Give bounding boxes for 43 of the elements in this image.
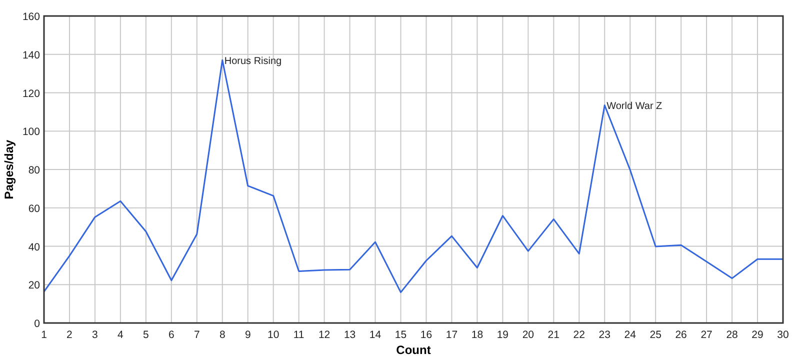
- x-tick-label: 3: [92, 329, 98, 341]
- y-tick-label: 60: [28, 202, 40, 215]
- x-tick-label: 4: [118, 329, 124, 341]
- x-tick-label: 2: [66, 329, 73, 341]
- x-tick-label: 16: [420, 329, 432, 341]
- x-tick-label: 17: [446, 329, 458, 341]
- x-tick-label: 6: [168, 329, 174, 341]
- x-tick-label: 27: [700, 329, 713, 341]
- x-tick-label: 11: [293, 329, 304, 341]
- x-tick-label: 19: [496, 329, 509, 341]
- x-tick-label: 22: [573, 329, 586, 341]
- annotation: Horus Rising: [224, 56, 282, 68]
- x-tick-label: 13: [344, 329, 356, 341]
- x-tick-label: 12: [318, 329, 330, 341]
- x-tick-label: 21: [548, 329, 560, 341]
- x-tick-label: 14: [369, 329, 382, 341]
- y-tick-label: 20: [28, 280, 40, 292]
- annotation: World War Z: [606, 101, 662, 112]
- x-tick-label: 9: [244, 329, 251, 341]
- x-tick-label: 10: [268, 329, 280, 341]
- x-tick-label: 15: [394, 329, 407, 341]
- x-tick-label: 7: [194, 329, 200, 341]
- y-tick-label: 100: [22, 126, 40, 138]
- x-tick-label: 5: [143, 329, 150, 341]
- x-tick-label: 8: [219, 329, 226, 341]
- x-axis-title: Count: [396, 343, 431, 357]
- x-tick-label: 18: [471, 329, 484, 341]
- x-tick-label: 28: [726, 329, 738, 341]
- y-tick-label: 40: [28, 241, 40, 254]
- y-tick-label: 120: [22, 88, 40, 100]
- y-tick-label: 140: [22, 49, 40, 62]
- x-tick-label: 1: [41, 329, 48, 341]
- y-tick-label: 0: [34, 318, 40, 330]
- x-tick-label: 20: [522, 329, 534, 341]
- x-tick-label: 23: [598, 329, 611, 341]
- y-axis-title: Pages/day: [2, 139, 16, 200]
- x-tick-label: 29: [752, 329, 764, 341]
- y-tick-label: 160: [22, 11, 40, 23]
- y-tick-label: 80: [28, 164, 40, 176]
- x-tick-label: 30: [777, 329, 789, 341]
- x-tick-label: 26: [675, 329, 688, 341]
- x-tick-label: 24: [624, 329, 636, 341]
- x-tick-label: 25: [650, 329, 662, 341]
